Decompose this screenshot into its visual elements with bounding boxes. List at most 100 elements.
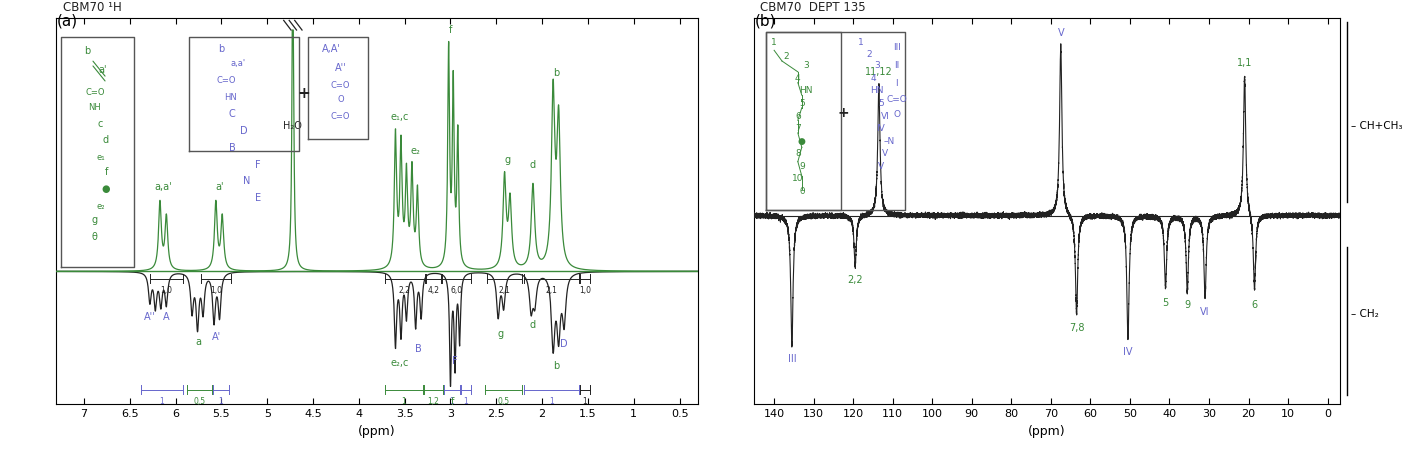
Text: C=O: C=O: [85, 88, 104, 97]
Text: 8: 8: [795, 149, 801, 158]
Text: A'': A'': [334, 63, 347, 73]
Text: 4: 4: [870, 74, 876, 83]
Text: 1,2: 1,2: [427, 397, 440, 406]
Text: 3: 3: [802, 61, 808, 70]
Text: 6: 6: [1252, 300, 1258, 310]
Text: 0,5: 0,5: [193, 397, 206, 406]
Text: B: B: [228, 143, 235, 153]
Text: H₂O: H₂O: [283, 121, 302, 132]
Text: V: V: [878, 162, 884, 171]
Text: 11,12: 11,12: [864, 67, 893, 77]
Text: III: III: [788, 354, 797, 364]
Text: C=O: C=O: [331, 81, 350, 90]
Text: θ: θ: [92, 232, 97, 242]
Text: 4: 4: [795, 74, 801, 83]
Text: III: III: [893, 43, 901, 52]
X-axis label: (ppm): (ppm): [358, 424, 396, 437]
Text: b: b: [553, 361, 558, 371]
Text: 1: 1: [771, 38, 777, 47]
Text: (a): (a): [56, 13, 78, 28]
Text: 1: 1: [219, 397, 223, 406]
Text: 1,0: 1,0: [161, 286, 172, 295]
Text: 5: 5: [878, 99, 884, 108]
Text: 3: 3: [874, 61, 880, 70]
Text: e₂: e₂: [96, 202, 104, 211]
Text: F: F: [255, 159, 261, 170]
Text: E: E: [255, 194, 261, 203]
Text: e₂,c: e₂,c: [391, 358, 409, 368]
Text: 1: 1: [159, 397, 164, 406]
Text: 10: 10: [792, 174, 804, 183]
Text: O: O: [893, 110, 900, 119]
Text: 5: 5: [1162, 298, 1169, 308]
Text: V: V: [881, 149, 888, 158]
Text: –N: –N: [883, 136, 894, 145]
Text: NH: NH: [89, 103, 102, 112]
Text: 2,1: 2,1: [499, 286, 510, 295]
Text: D: D: [560, 339, 568, 349]
Text: 7,8: 7,8: [1069, 323, 1084, 333]
Text: f: f: [448, 25, 453, 35]
Text: – CH+CH₃: – CH+CH₃: [1351, 121, 1403, 131]
Text: 0,5: 0,5: [498, 397, 509, 406]
Text: C: C: [228, 109, 235, 119]
Text: C=O: C=O: [216, 76, 235, 85]
Text: +: +: [838, 106, 849, 120]
Text: ●: ●: [102, 184, 110, 194]
Text: c: c: [97, 119, 103, 128]
Text: 6: 6: [795, 111, 801, 120]
Text: 1,0: 1,0: [578, 286, 591, 295]
Text: A': A': [213, 332, 221, 342]
Text: VI: VI: [1200, 307, 1210, 317]
Text: g: g: [498, 329, 503, 339]
Text: f: f: [451, 397, 454, 407]
Text: d: d: [103, 136, 109, 145]
Text: A: A: [164, 313, 169, 322]
Text: 1: 1: [859, 38, 864, 47]
Text: 4,2: 4,2: [427, 286, 440, 295]
Text: 9: 9: [1184, 300, 1190, 310]
Text: A'': A'': [144, 313, 155, 322]
Text: d: d: [530, 160, 536, 170]
Text: HN: HN: [870, 86, 884, 95]
Text: (b): (b): [754, 13, 776, 28]
Text: g: g: [92, 215, 97, 225]
Text: 7: 7: [795, 124, 801, 133]
Text: b: b: [219, 44, 224, 54]
Text: IV: IV: [877, 124, 885, 133]
Text: F: F: [453, 356, 458, 366]
Text: 1,1: 1,1: [1237, 58, 1252, 68]
Text: 5: 5: [799, 99, 805, 108]
Text: C=O: C=O: [887, 95, 907, 104]
Text: – CH₂: – CH₂: [1351, 309, 1379, 319]
Text: e₁,c: e₁,c: [391, 112, 409, 122]
Text: O: O: [337, 96, 344, 105]
Text: 2: 2: [866, 50, 871, 59]
Text: e₂: e₂: [410, 145, 420, 155]
Text: CBM70 ¹H: CBM70 ¹H: [63, 1, 121, 14]
Text: 2,2: 2,2: [847, 275, 863, 285]
Text: 1: 1: [450, 397, 454, 406]
Text: a': a': [216, 182, 224, 192]
Text: ●: ●: [798, 136, 805, 145]
Text: f: f: [106, 167, 109, 177]
Text: 2,2: 2,2: [399, 286, 410, 295]
Text: a,a': a,a': [155, 182, 172, 192]
Text: b: b: [85, 46, 90, 56]
Text: 1: 1: [402, 397, 406, 406]
Text: e₁: e₁: [96, 154, 104, 163]
Text: HN: HN: [799, 86, 812, 95]
Text: C=O: C=O: [331, 112, 350, 121]
Text: N: N: [244, 176, 251, 186]
Text: 2: 2: [783, 52, 788, 61]
Text: IV: IV: [1124, 347, 1132, 357]
Text: a: a: [196, 337, 202, 347]
Text: D: D: [241, 126, 248, 136]
Text: b: b: [553, 68, 558, 78]
Text: θ: θ: [799, 187, 805, 196]
Text: 1: 1: [464, 397, 468, 406]
Text: a': a': [97, 66, 107, 75]
Text: 1: 1: [582, 397, 587, 406]
Text: 1: 1: [548, 397, 554, 406]
Text: V: V: [1058, 28, 1065, 38]
